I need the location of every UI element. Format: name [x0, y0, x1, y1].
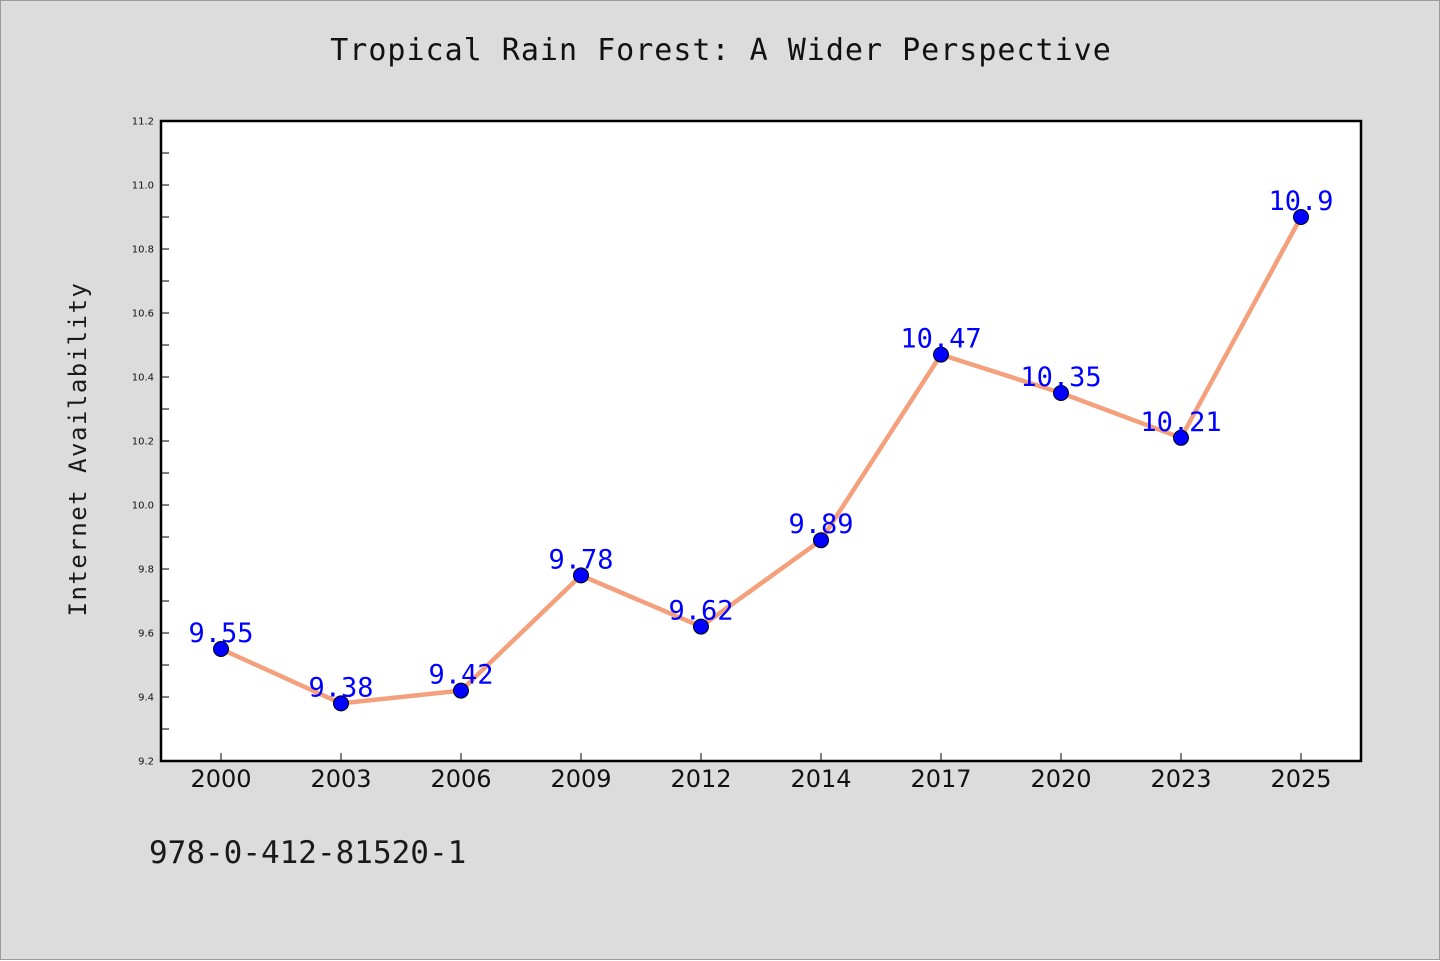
data-point [1293, 209, 1309, 225]
data-point [453, 682, 469, 699]
data-label: 9.38 [308, 672, 373, 703]
data-label: 9.78 [548, 544, 613, 575]
data-label: 10.35 [1020, 362, 1101, 393]
y-tick-label: 10.6 [132, 309, 154, 320]
data-label: 9.55 [188, 618, 253, 649]
data-point [1053, 385, 1069, 401]
x-tick-label: 2017 [910, 765, 971, 793]
data-point [573, 567, 589, 584]
x-tick-label: 2025 [1270, 765, 1331, 793]
data-point [933, 346, 949, 363]
x-tick-label: 2000 [190, 765, 251, 793]
plot-area [161, 121, 1361, 761]
x-tick-label: 2023 [1150, 765, 1211, 793]
data-label: 9.89 [788, 509, 853, 540]
y-tick-label: 10.2 [132, 437, 154, 448]
x-tick-label: 2006 [430, 765, 491, 793]
plot-frame [159, 119, 1363, 763]
y-tick-label: 10.0 [132, 501, 154, 512]
data-point [813, 532, 829, 549]
footer-isbn-text: 978-0-412-81520-1 [149, 835, 467, 871]
x-tick-label: 2009 [550, 765, 611, 793]
y-tick-label: 9.6 [138, 629, 154, 640]
data-label: 9.42 [428, 660, 493, 691]
y-tick-label: 11.2 [132, 117, 154, 128]
y-tick-label: 10.4 [132, 373, 154, 384]
y-tick-label: 9.2 [138, 757, 154, 768]
data-point [693, 618, 709, 635]
x-tick-label: 2014 [790, 765, 851, 793]
x-tick-label: 2012 [670, 765, 731, 793]
data-label: 9.62 [668, 596, 733, 627]
chart-title: Tropical Rain Forest: A Wider Perspectiv… [330, 33, 1112, 68]
data-point [1173, 429, 1189, 446]
x-tick-label: 2003 [310, 765, 371, 793]
data-point [333, 695, 349, 712]
y-tick-label: 10.8 [132, 245, 154, 256]
data-label: 10.21 [1140, 407, 1221, 438]
y-tick-label: 9.8 [138, 565, 154, 576]
series-line [218, 214, 1304, 706]
data-label: 10.9 [1268, 186, 1333, 217]
y-tick-label: 11.0 [132, 181, 154, 192]
data-point [213, 641, 229, 657]
data-label: 10.47 [900, 324, 981, 355]
y-tick-label: 9.4 [138, 693, 154, 704]
x-tick-label: 2020 [1030, 765, 1091, 793]
